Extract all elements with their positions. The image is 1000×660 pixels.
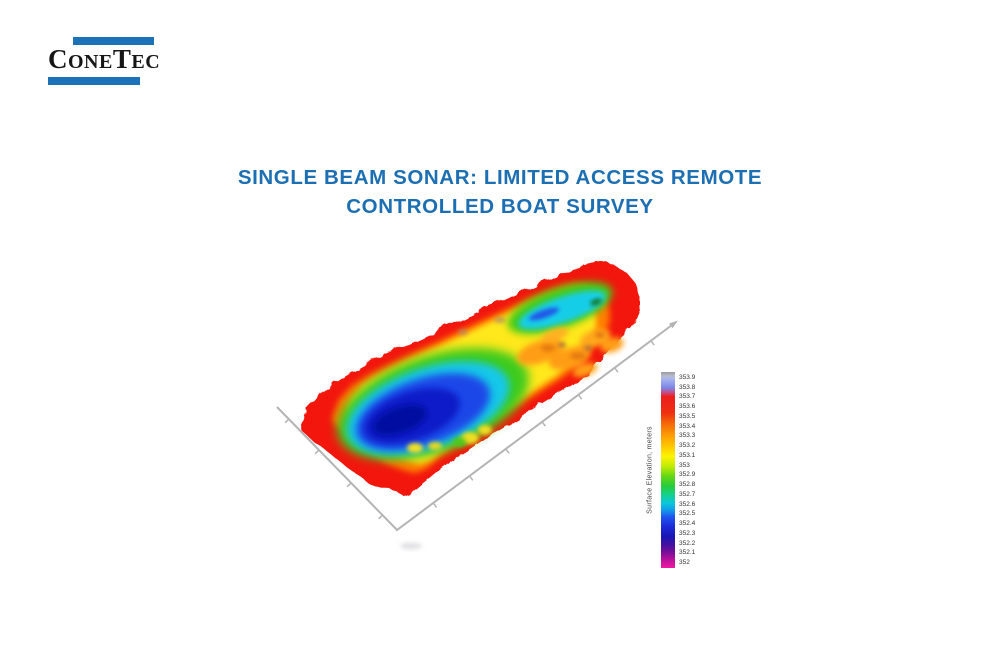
legend-colorbar [661, 372, 675, 568]
left-axis-ticks [284, 418, 384, 520]
legend-tick-label: 352.7 [679, 490, 696, 498]
logo-letters: ONE [68, 51, 113, 73]
bottom-axis-ticks [432, 340, 655, 508]
title-line-1: SINGLE BEAM SONAR: LIMITED ACCESS REMOTE [237, 166, 763, 189]
slide-title: SINGLE BEAM SONAR: LIMITED ACCESS REMOTE… [0, 163, 1000, 221]
conetec-logo: CONETEC [48, 37, 160, 87]
legend-tick-label: 353 [679, 461, 690, 469]
legend-tick-label: 352.9 [679, 471, 696, 479]
axis-lines [276, 321, 677, 532]
legend-tick-label: 353.2 [679, 442, 696, 450]
secondary-basin-blue-streak [528, 307, 560, 321]
legend-tick-label: 352.8 [679, 481, 696, 489]
legend-tick-label: 353.7 [679, 393, 696, 401]
legend-tick-label: 353.6 [679, 403, 696, 411]
logo-wordmark: CONETEC [48, 44, 160, 79]
legend-tick-label: 352.6 [679, 500, 696, 508]
logo-letters: EC [131, 51, 161, 73]
legend-tick-label: 353.8 [679, 383, 696, 391]
secondary-basin-cyan [518, 290, 606, 330]
hummocky-shoal [517, 327, 624, 378]
legend-tick-label: 353.1 [679, 451, 696, 459]
legend-tick-label: 352.1 [679, 549, 696, 557]
basin-edge-mounds [407, 425, 492, 453]
bathymetric-surface [302, 263, 640, 494]
legend-tick-label: 353.4 [679, 422, 696, 430]
legend-tick-label: 352.3 [679, 529, 696, 537]
logo-bar-bottom [48, 77, 140, 85]
artifact-smudge [400, 542, 422, 550]
legend-tick-label: 352.4 [679, 520, 696, 528]
axis-arrowhead [669, 320, 678, 329]
legend-tick-label: 352.5 [679, 510, 696, 518]
main-basin-deepest [373, 404, 427, 436]
legend-tick-label: 353.9 [679, 374, 696, 381]
logo-bar-top [73, 37, 154, 45]
title-line-2: CONTROLLED BOAT SURVEY [346, 195, 654, 218]
legend-tick-label: 352.2 [679, 539, 696, 547]
legend-tick-label: 353.3 [679, 432, 696, 440]
secondary-basin-dark-speck [590, 298, 602, 306]
legend-tick-label: 352 [679, 559, 690, 567]
axes [276, 321, 677, 532]
elevation-legend: Surface Elevation, meters 353.9 353.8 353.… [640, 364, 730, 579]
legend-axis-label: Surface Elevation, meters [646, 426, 654, 514]
logo-letter: C [48, 44, 68, 74]
logo-letter: T [112, 44, 132, 74]
legend-tick-labels: 353.9 353.8 353.7 353.6 353.5 353.4 353.3 353.2… [679, 372, 719, 572]
legend-tick-label: 353.5 [679, 412, 696, 420]
